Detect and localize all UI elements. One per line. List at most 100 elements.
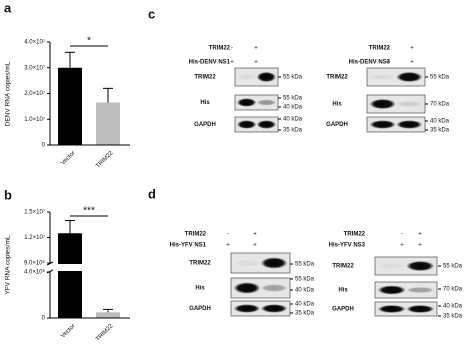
- blot-band: [396, 101, 423, 107]
- bar: [96, 312, 120, 318]
- y-tick-label: 2.0×10⁷: [24, 90, 45, 97]
- condition-label: His-DENV NS3: [349, 60, 391, 66]
- condition-label: TRIM22: [185, 232, 207, 238]
- row-label: TRIM22: [326, 75, 348, 81]
- blot-band: [406, 287, 434, 293]
- condition-sign: -: [231, 46, 233, 52]
- bar: [58, 233, 82, 318]
- row-label: TRIM22: [189, 261, 211, 267]
- condition-sign: +: [418, 243, 422, 249]
- x-tick-label: Vector: [60, 323, 76, 339]
- break-mark: [46, 261, 54, 266]
- marker-label: 35 kDa: [283, 128, 303, 134]
- marker-label: 55 kDa: [295, 277, 315, 283]
- condition-label: TRIM22: [369, 46, 391, 52]
- condition-sign: +: [226, 243, 230, 249]
- y-tick-label: 9.0×10⁶: [24, 260, 46, 267]
- condition-sign: +: [386, 60, 390, 66]
- blot-band: [261, 304, 288, 313]
- blot-band: [233, 260, 260, 266]
- blot-band: [378, 263, 406, 269]
- marker-label: 40 kDa: [283, 105, 303, 111]
- y-tick-label: 1.5×10⁷: [24, 209, 45, 216]
- y-tick-label: 1.2×10⁷: [24, 234, 45, 241]
- blot-band: [256, 71, 276, 83]
- blot-band: [369, 98, 396, 110]
- marker-label: 70 kDa: [430, 102, 450, 108]
- marker-label: 40 kDa: [443, 304, 463, 310]
- significance-label: ***: [83, 206, 95, 217]
- y-tick-label: 0: [42, 316, 46, 322]
- condition-sign: -: [401, 232, 403, 238]
- condition-sign: +: [254, 46, 258, 52]
- blot-band: [369, 74, 396, 80]
- row-label: TRIM22: [194, 75, 216, 81]
- x-tick-label: TRIM22: [95, 150, 115, 170]
- bar: [58, 67, 82, 145]
- row-label: GAPDH: [194, 122, 216, 128]
- y-tick-label: 1.0×10⁷: [24, 116, 45, 123]
- marker-label: 55 kDa: [283, 75, 303, 81]
- marker-label: 55 kDa: [443, 264, 463, 270]
- row-label: GAPDH: [332, 307, 354, 313]
- condition-sign: -: [387, 46, 389, 52]
- row-label: His: [195, 286, 205, 292]
- significance-label: *: [87, 36, 91, 47]
- marker-label: 35 kDa: [430, 128, 450, 134]
- blot-band: [396, 120, 423, 129]
- condition-label: His-DENV NS1: [189, 60, 231, 66]
- y-axis-label: YFV RNA copies/mL: [5, 235, 12, 295]
- condition-sign: +: [253, 232, 257, 238]
- axis-break-gap: [46, 264, 136, 271]
- marker-label: 70 kDa: [443, 287, 463, 293]
- y-tick-label: 0: [42, 143, 46, 149]
- row-label: TRIM22: [332, 264, 354, 270]
- bar: [96, 102, 120, 145]
- blot-band: [256, 99, 276, 106]
- condition-sign: +: [230, 60, 234, 66]
- y-tick-label: 4.0×10⁷: [24, 39, 45, 46]
- blot-band: [378, 285, 406, 295]
- x-tick-label: TRIM22: [95, 323, 115, 343]
- marker-label: 35 kDa: [295, 311, 315, 317]
- row-label: His: [332, 102, 342, 108]
- row-label: GAPDH: [326, 122, 348, 128]
- marker-label: 40 kDa: [430, 119, 450, 125]
- blot-band: [233, 282, 260, 294]
- row-label: His: [338, 288, 348, 294]
- panel-label: a: [4, 0, 12, 15]
- condition-label: His-YFV NS1: [170, 243, 207, 249]
- y-tick-label: 4.0×10⁶: [24, 269, 46, 276]
- blot-band: [237, 74, 257, 80]
- condition-sign: +: [410, 46, 414, 52]
- blot-band: [256, 120, 276, 129]
- break-mark: [46, 269, 54, 274]
- condition-sign: +: [400, 243, 404, 249]
- condition-label: His-YFV NS3: [329, 243, 366, 249]
- panel-label: b: [4, 187, 12, 202]
- condition-sign: -: [227, 232, 229, 238]
- blot-band: [406, 260, 434, 272]
- condition-label: TRIM22: [209, 46, 231, 52]
- marker-label: 55 kDa: [430, 75, 450, 81]
- condition-sign: +: [253, 243, 257, 249]
- blot-band: [237, 120, 257, 129]
- blot-band: [237, 98, 257, 107]
- marker-label: 40 kDa: [295, 302, 315, 308]
- condition-label: TRIM22: [344, 232, 366, 238]
- marker-label: 40 kDa: [295, 288, 315, 294]
- condition-sign: +: [418, 232, 422, 238]
- blot-band: [396, 71, 423, 83]
- x-tick-label: Vector: [60, 150, 76, 166]
- row-label: His: [200, 100, 210, 106]
- y-tick-label: 3.0×10⁷: [24, 64, 45, 71]
- y-axis-label: DENV RNA copies/mL: [5, 61, 12, 126]
- marker-label: 40 kDa: [283, 117, 303, 123]
- blot-band: [406, 305, 434, 313]
- marker-label: 55 kDa: [283, 96, 303, 102]
- panel-label: c: [148, 6, 155, 21]
- condition-sign: +: [254, 60, 258, 66]
- blot-band: [261, 284, 288, 292]
- condition-sign: +: [410, 60, 414, 66]
